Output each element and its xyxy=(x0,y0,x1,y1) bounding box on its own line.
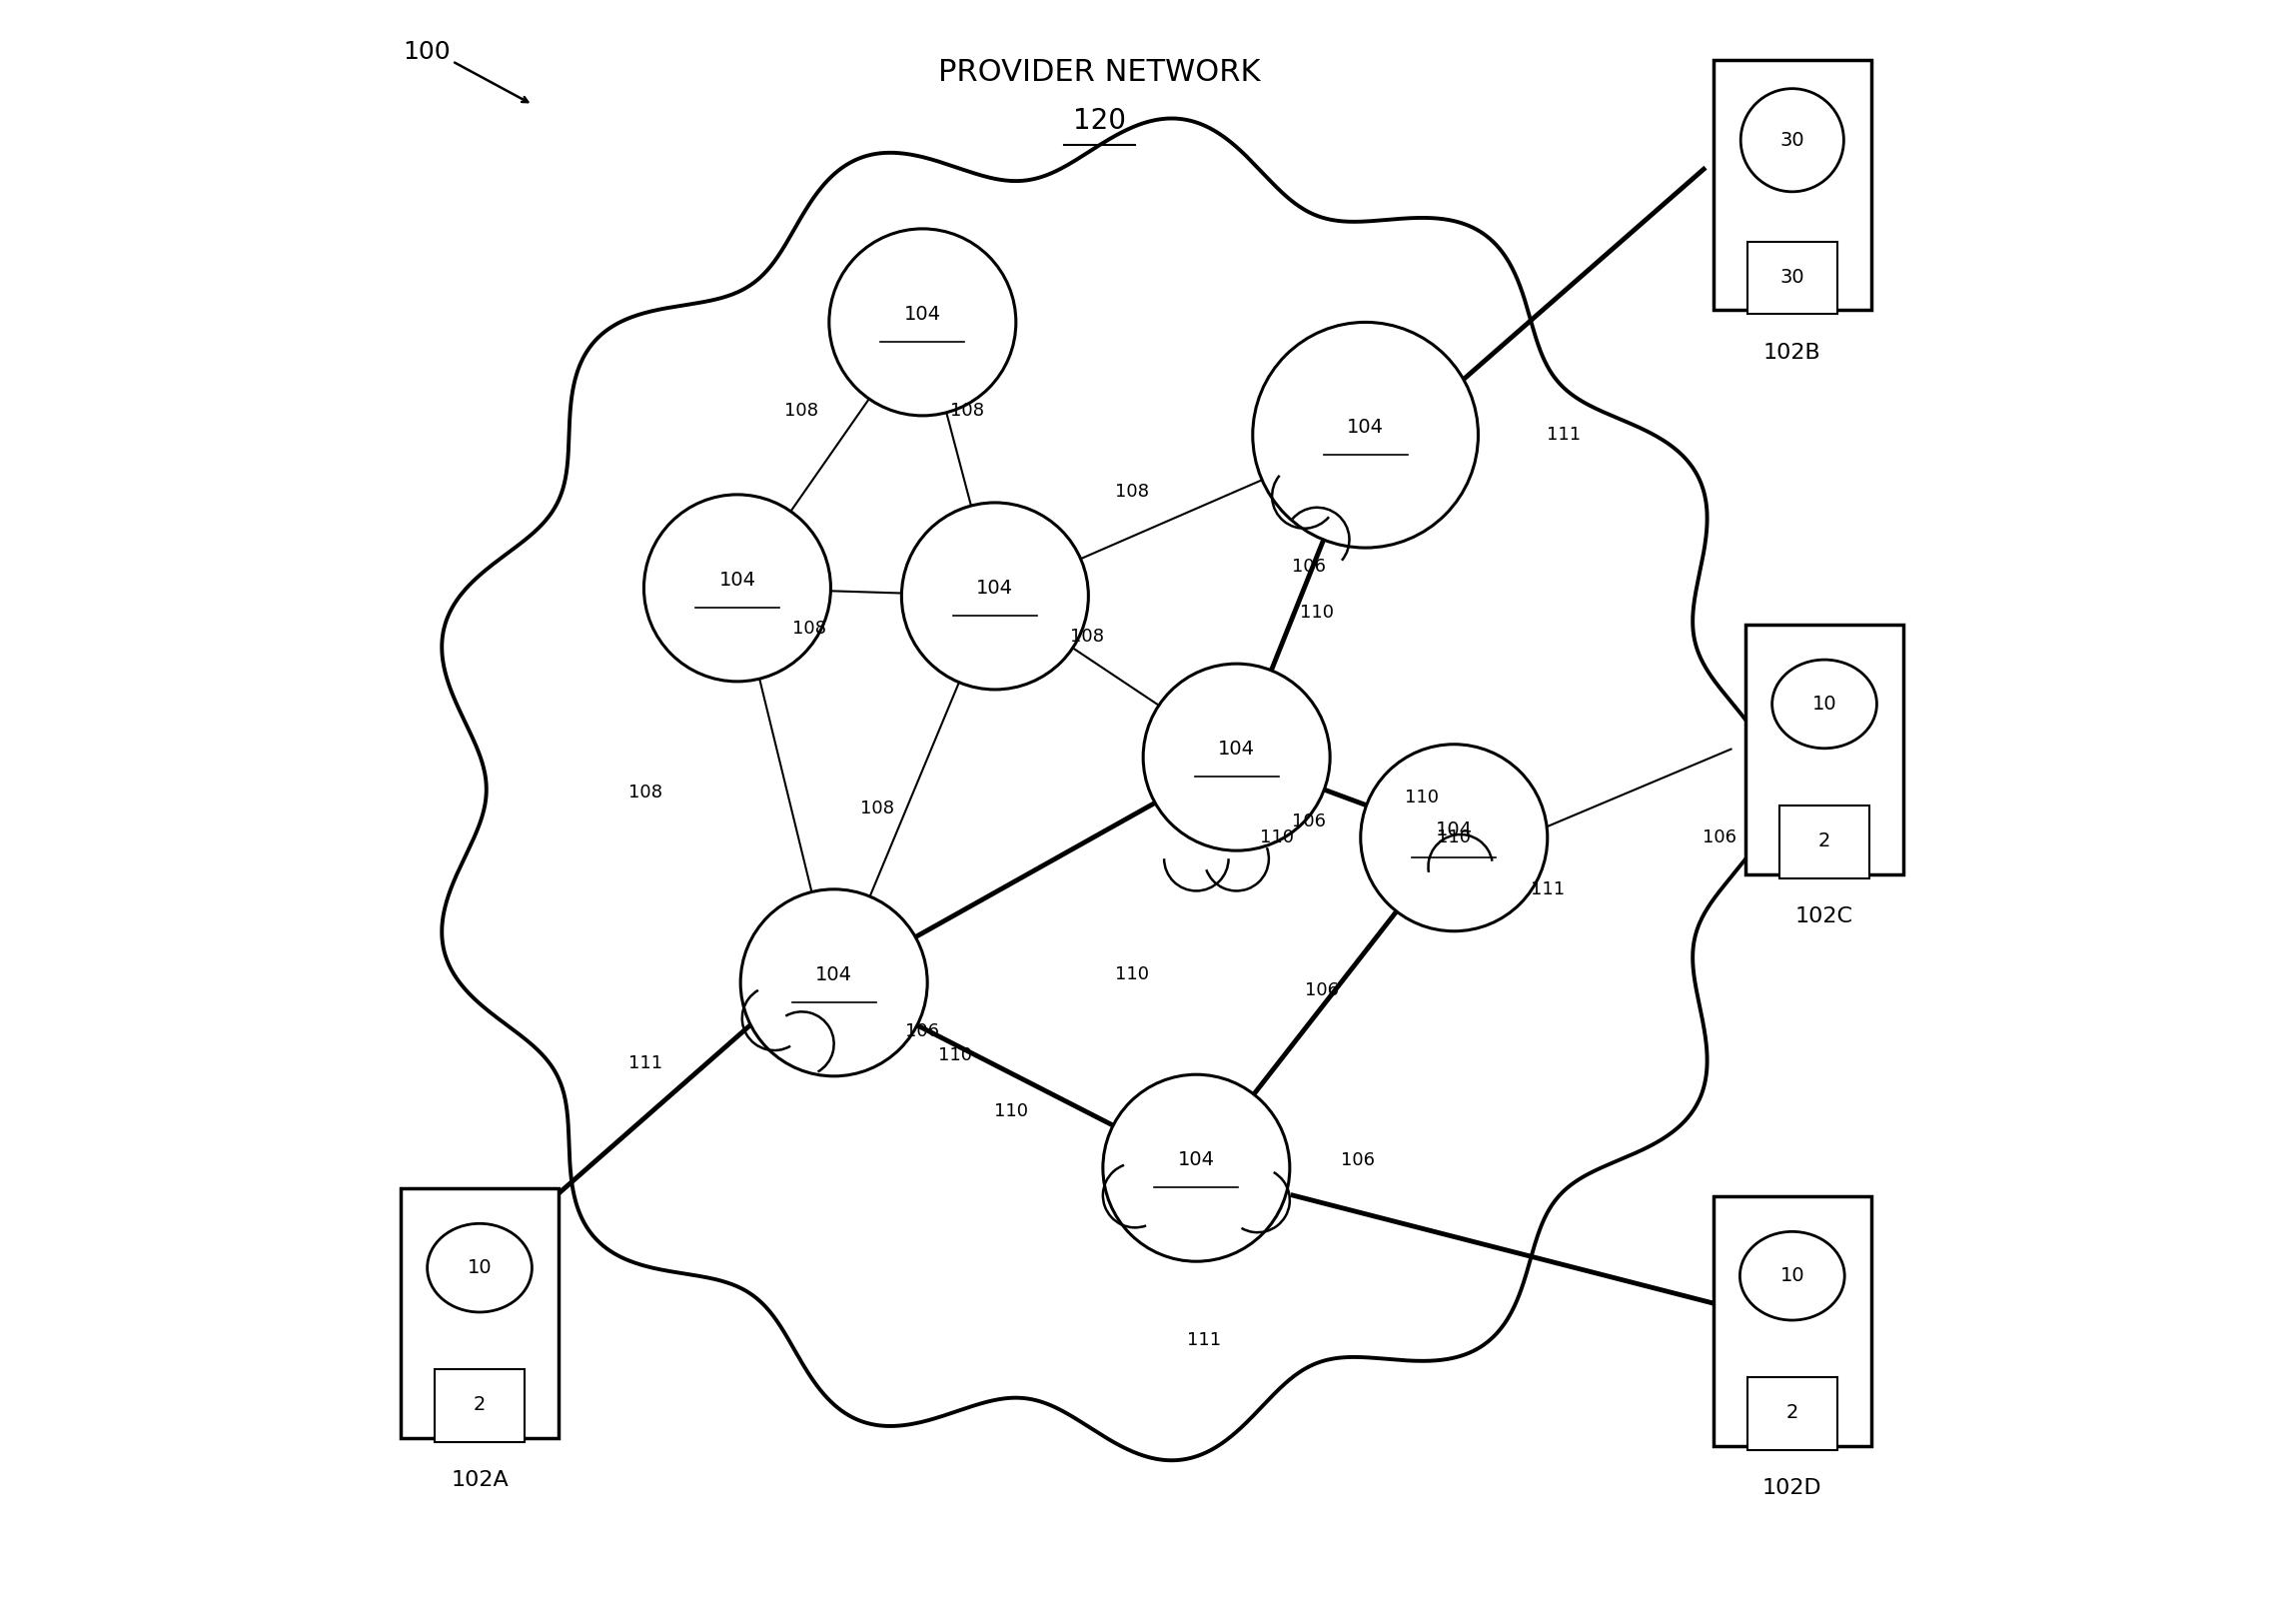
Circle shape xyxy=(643,495,831,681)
Text: 102B: 102B xyxy=(1763,343,1821,362)
Text: 110: 110 xyxy=(937,1046,971,1065)
Bar xyxy=(1747,242,1837,314)
Text: 10: 10 xyxy=(468,1258,491,1278)
Text: 102C: 102C xyxy=(1795,905,1853,926)
Text: 106: 106 xyxy=(1704,828,1736,847)
Text: 104: 104 xyxy=(1435,820,1472,839)
Text: 104: 104 xyxy=(815,965,852,984)
Text: PROVIDER NETWORK: PROVIDER NETWORK xyxy=(939,58,1261,87)
Circle shape xyxy=(902,503,1088,690)
Ellipse shape xyxy=(1740,1231,1844,1321)
Text: 106: 106 xyxy=(1304,981,1339,1000)
Circle shape xyxy=(1102,1075,1290,1261)
Text: 111: 111 xyxy=(1531,880,1564,899)
Bar xyxy=(1745,623,1903,873)
Text: 108: 108 xyxy=(629,783,664,802)
Text: 110: 110 xyxy=(1437,828,1472,847)
Text: 108: 108 xyxy=(1116,482,1148,501)
Circle shape xyxy=(1254,322,1479,548)
Text: 111: 111 xyxy=(1187,1331,1221,1350)
Circle shape xyxy=(829,229,1015,416)
Text: 108: 108 xyxy=(1070,627,1104,646)
Text: 2: 2 xyxy=(473,1395,487,1414)
Circle shape xyxy=(1362,744,1548,931)
Text: 110: 110 xyxy=(1300,603,1334,622)
Circle shape xyxy=(1740,89,1844,192)
Text: 106: 106 xyxy=(1293,812,1327,831)
Text: 2: 2 xyxy=(1818,831,1830,851)
Text: 104: 104 xyxy=(719,570,755,590)
Text: 110: 110 xyxy=(994,1102,1029,1121)
Ellipse shape xyxy=(1773,661,1876,748)
Ellipse shape xyxy=(427,1224,533,1311)
Text: 10: 10 xyxy=(1812,694,1837,714)
Bar xyxy=(1713,60,1871,309)
Text: 120: 120 xyxy=(1072,106,1125,135)
Bar xyxy=(1779,806,1869,878)
Bar xyxy=(402,1189,558,1437)
Text: 30: 30 xyxy=(1779,130,1805,150)
Circle shape xyxy=(1143,664,1329,851)
Text: 108: 108 xyxy=(792,619,827,638)
Text: 102D: 102D xyxy=(1763,1479,1823,1498)
Text: 111: 111 xyxy=(1548,425,1580,445)
Bar xyxy=(1713,1195,1871,1447)
Text: 106: 106 xyxy=(905,1021,939,1041)
Text: 30: 30 xyxy=(1779,267,1805,287)
Text: 104: 104 xyxy=(1219,739,1256,759)
Text: 108: 108 xyxy=(861,799,895,818)
Text: 110: 110 xyxy=(1261,828,1295,847)
Text: 104: 104 xyxy=(976,578,1013,598)
Circle shape xyxy=(742,889,928,1076)
Text: 108: 108 xyxy=(785,401,820,420)
Polygon shape xyxy=(441,119,1775,1460)
Text: 104: 104 xyxy=(1178,1150,1215,1170)
Text: 106: 106 xyxy=(1341,1150,1375,1170)
Text: 108: 108 xyxy=(951,401,985,420)
Text: 104: 104 xyxy=(1348,417,1384,437)
Text: 110: 110 xyxy=(1116,965,1148,984)
Text: 2: 2 xyxy=(1786,1403,1798,1423)
Text: 110: 110 xyxy=(1405,788,1440,807)
Text: 102A: 102A xyxy=(450,1469,507,1490)
Text: 100: 100 xyxy=(402,40,450,63)
Bar xyxy=(434,1369,526,1442)
Text: 10: 10 xyxy=(1779,1266,1805,1286)
Text: 104: 104 xyxy=(905,304,941,324)
Text: 111: 111 xyxy=(629,1054,664,1073)
Text: 106: 106 xyxy=(1293,557,1327,577)
Bar xyxy=(1747,1377,1837,1450)
